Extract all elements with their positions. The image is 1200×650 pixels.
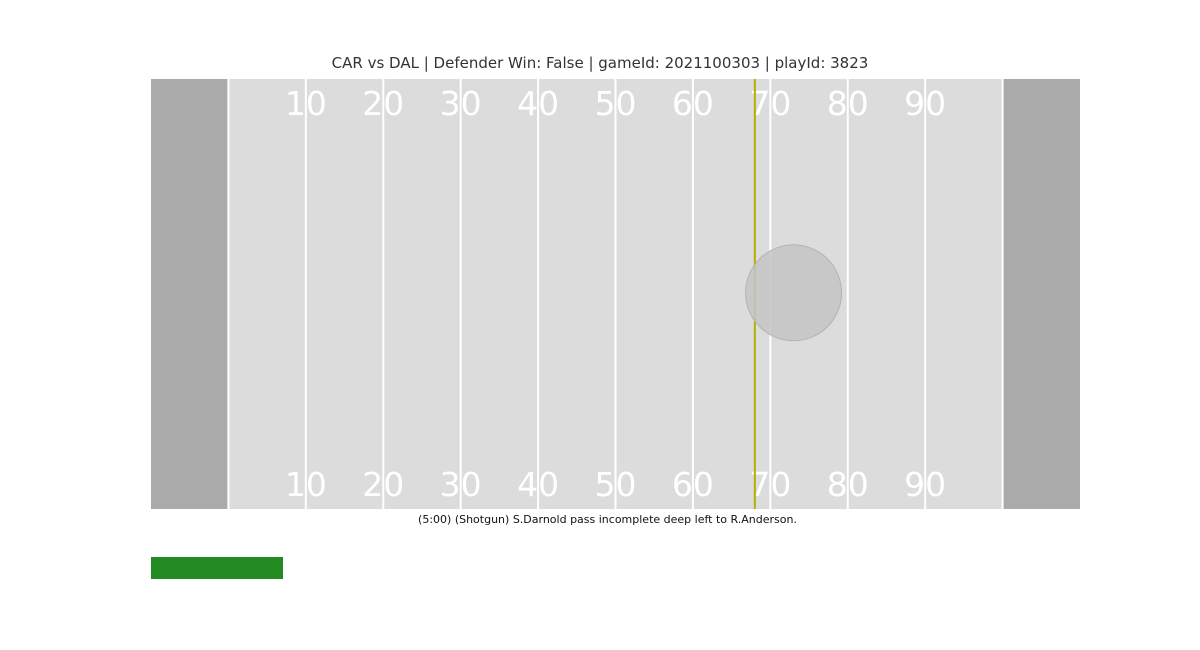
yard-number-top: 60 [672, 84, 714, 123]
yard-number-top: 50 [595, 84, 637, 123]
yard-number-top: 70 [749, 84, 791, 123]
ball-marker [745, 244, 843, 342]
yard-number-bottom: 70 [749, 465, 791, 504]
yard-number-bottom: 80 [827, 465, 869, 504]
right-endzone [1002, 79, 1080, 509]
yard-number-top: 10 [285, 84, 327, 123]
yard-number-top: 30 [440, 84, 482, 123]
yard-number-bottom: 50 [595, 465, 637, 504]
yard-number-bottom: 30 [440, 465, 482, 504]
yard-number-top: 80 [827, 84, 869, 123]
plot-title: CAR vs DAL | Defender Win: False | gameI… [331, 54, 869, 72]
play-description: (5:00) (Shotgun) S.Darnold pass incomple… [418, 513, 797, 526]
yard-number-bottom: 20 [362, 465, 404, 504]
yard-number-top: 40 [517, 84, 559, 123]
play-progress-bar [151, 557, 1080, 579]
yard-number-bottom: 40 [517, 465, 559, 504]
yard-number-bottom: 10 [285, 465, 327, 504]
play-progress-fill [151, 557, 283, 579]
yard-number-top: 20 [362, 84, 404, 123]
yard-number-bottom: 90 [904, 465, 946, 504]
left-endzone [151, 79, 229, 509]
yard-number-top: 90 [904, 84, 946, 123]
yard-number-bottom: 60 [672, 465, 714, 504]
